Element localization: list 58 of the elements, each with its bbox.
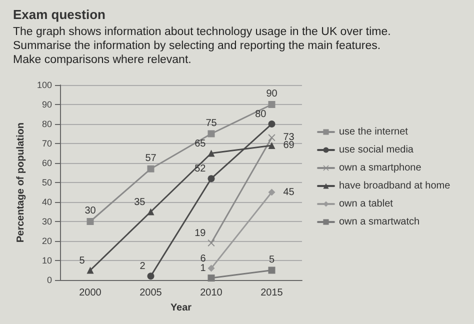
data-label: 19 xyxy=(194,228,206,239)
data-label: 30 xyxy=(84,206,96,216)
point xyxy=(268,134,276,142)
point xyxy=(208,175,215,182)
data-label: 57 xyxy=(145,152,157,164)
data-label: 1 xyxy=(200,263,206,274)
chart-title: Exam question xyxy=(13,7,106,22)
point xyxy=(86,266,94,274)
point xyxy=(268,120,276,128)
point xyxy=(268,266,276,274)
data-label: 80 xyxy=(255,109,267,120)
y-tick-label: 30 xyxy=(42,216,52,226)
data-label: 5 xyxy=(79,255,86,266)
data-label: 52 xyxy=(194,164,206,175)
data-label: 45 xyxy=(283,186,295,198)
x-tick-label: 2000 xyxy=(79,288,102,298)
y-tick-label: 100 xyxy=(36,80,52,90)
y-tick-label: 20 xyxy=(42,236,52,246)
y-tick-label: 10 xyxy=(42,256,52,266)
data-label: 90 xyxy=(266,88,278,100)
x-tick-label: 2015 xyxy=(260,288,284,298)
point xyxy=(268,188,276,196)
data-label: 2 xyxy=(140,261,146,272)
legend-label: own a smartphone xyxy=(339,162,422,174)
y-tick-label: 0 xyxy=(46,275,52,285)
data-label: 75 xyxy=(206,118,218,129)
point xyxy=(268,101,276,108)
legend-label: use the internet xyxy=(339,126,408,138)
point xyxy=(147,208,154,216)
point xyxy=(86,218,94,225)
legend-label: use social media xyxy=(339,144,414,156)
point xyxy=(208,150,215,157)
x-tick-label: 2005 xyxy=(140,288,162,298)
x-axis-title: Year xyxy=(170,302,192,314)
data-label: 5 xyxy=(268,254,275,266)
legend-label: own a smartwatch xyxy=(339,216,420,228)
y-tick-label: 80 xyxy=(42,119,52,129)
point xyxy=(147,165,154,172)
chart-subtitle: The graph shows information about technology usage in the UK over time. Summarise the information by selecting and reporting the main features. Make comparisons where relevant. xyxy=(13,26,391,66)
data-label: 65 xyxy=(194,138,206,150)
data-label: 35 xyxy=(134,196,146,208)
y-tick-label: 50 xyxy=(42,178,52,188)
point xyxy=(208,239,215,246)
y-tick-label: 70 xyxy=(42,138,52,148)
point xyxy=(208,130,215,138)
data-label: 6 xyxy=(200,253,206,264)
y-axis-title: Percentage of population xyxy=(16,122,27,243)
y-tick-label: 60 xyxy=(42,158,52,168)
point xyxy=(268,142,276,149)
point xyxy=(208,274,215,282)
legend-label: own a tablet xyxy=(339,198,394,210)
point xyxy=(147,272,154,280)
legend-label: have broadband at home xyxy=(339,180,451,192)
x-tick-label: 2010 xyxy=(200,288,223,298)
point xyxy=(208,264,215,272)
y-tick-label: 40 xyxy=(42,197,52,207)
data-label: 69 xyxy=(283,140,295,151)
y-tick-label: 90 xyxy=(42,100,52,110)
